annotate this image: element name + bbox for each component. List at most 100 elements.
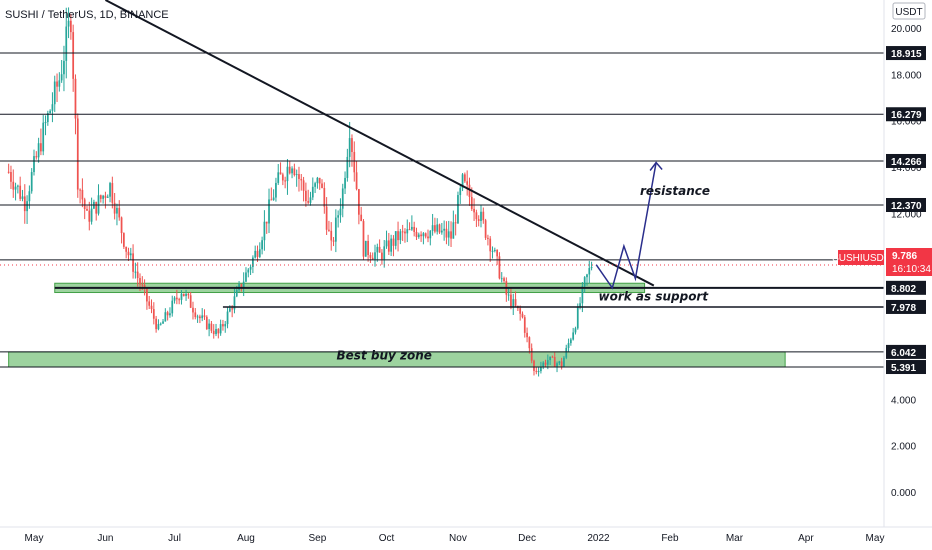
candle-body xyxy=(178,299,181,301)
candle-body xyxy=(166,312,169,316)
candle xyxy=(334,209,337,253)
candle xyxy=(148,295,151,310)
candle xyxy=(475,209,478,228)
candle-body xyxy=(500,278,503,280)
x-tick-label-7: Dec xyxy=(518,533,536,544)
candle xyxy=(410,215,413,231)
candle-body xyxy=(397,231,399,241)
candle-body xyxy=(201,315,204,319)
candle xyxy=(261,236,263,255)
candle xyxy=(381,249,383,265)
candle xyxy=(328,220,330,232)
candle xyxy=(567,338,570,352)
y-tick-label-0: 20.000 xyxy=(891,24,922,35)
candle-body xyxy=(187,293,190,296)
candle xyxy=(247,268,250,278)
candle-body xyxy=(189,295,192,308)
candle-body xyxy=(378,246,381,253)
candle-body xyxy=(491,250,494,252)
candle xyxy=(364,240,367,257)
candle-body xyxy=(67,20,70,27)
candle xyxy=(429,230,432,246)
candle-body xyxy=(487,237,489,239)
candle-body xyxy=(427,236,429,239)
candle xyxy=(477,215,480,227)
candle xyxy=(473,198,475,221)
candle xyxy=(401,224,404,242)
candle-body xyxy=(392,238,395,246)
candle xyxy=(330,222,333,251)
price-level-label-6: 7.978 xyxy=(891,303,916,314)
candle-body xyxy=(314,183,316,187)
candle-body xyxy=(477,219,480,221)
time-axis[interactable]: May Jun Jul Aug Sep Oct Nov Dec 2022 Feb Mar Apr May xyxy=(25,533,885,544)
candle xyxy=(270,187,273,201)
candle xyxy=(155,315,157,333)
candle-body xyxy=(74,78,77,119)
price-axis[interactable]: 20.00018.00016.00014.00012.00010.0004.00… xyxy=(886,24,926,499)
candle xyxy=(457,191,459,225)
candle-body xyxy=(247,269,250,273)
candle-body xyxy=(226,311,229,325)
candle xyxy=(67,7,70,39)
candle-body xyxy=(281,174,284,181)
x-tick-label-9: Feb xyxy=(661,533,679,544)
candle-body xyxy=(383,246,386,260)
candle-body xyxy=(360,214,363,222)
candle xyxy=(51,92,54,123)
candle xyxy=(378,239,381,253)
candle xyxy=(180,290,183,305)
candle xyxy=(104,191,107,209)
candle-body xyxy=(367,240,369,256)
candle xyxy=(12,169,15,198)
candle xyxy=(482,207,485,224)
candle-body xyxy=(401,231,404,233)
candle-body xyxy=(309,197,312,203)
candle xyxy=(284,176,287,189)
candle xyxy=(588,260,591,284)
symbol-badge xyxy=(838,250,884,265)
candle-body xyxy=(173,297,176,301)
candle-body xyxy=(351,138,353,152)
candle xyxy=(279,162,282,175)
candle xyxy=(293,163,296,177)
candle-body xyxy=(447,231,450,238)
candle-body xyxy=(415,231,418,238)
candle xyxy=(19,176,22,202)
candle-body xyxy=(406,229,409,234)
candle-body xyxy=(503,278,505,282)
candle-body xyxy=(56,81,58,87)
candle-body xyxy=(311,186,314,198)
candle-body xyxy=(512,299,515,307)
candle-body xyxy=(169,313,171,316)
x-tick-label-5: Oct xyxy=(379,533,395,544)
candle-body xyxy=(369,255,372,258)
currency-tag[interactable]: USDT xyxy=(892,2,926,20)
candle xyxy=(81,178,84,208)
candle xyxy=(298,166,300,192)
candle-body xyxy=(136,271,139,279)
candle xyxy=(49,109,52,114)
candle-body xyxy=(452,222,455,239)
candle xyxy=(424,232,427,239)
candle-body xyxy=(155,318,157,330)
candle-body xyxy=(521,313,524,318)
candle-body xyxy=(563,357,565,367)
candle xyxy=(387,232,390,255)
candle xyxy=(242,272,245,297)
price-level-label-7: 6.042 xyxy=(891,348,916,359)
candle xyxy=(549,356,551,366)
candle-body xyxy=(275,182,277,198)
x-tick-label-8: 2022 xyxy=(587,533,610,544)
candle-body xyxy=(97,195,100,214)
candle xyxy=(113,193,116,220)
candle-body xyxy=(51,104,54,111)
candle xyxy=(118,200,121,221)
plot-area[interactable]: resistance work as support Best buy zone xyxy=(0,0,884,377)
candle-body xyxy=(30,172,33,192)
candle xyxy=(355,160,358,191)
candle xyxy=(415,227,418,240)
candle-body xyxy=(302,180,305,191)
candle xyxy=(146,287,148,310)
